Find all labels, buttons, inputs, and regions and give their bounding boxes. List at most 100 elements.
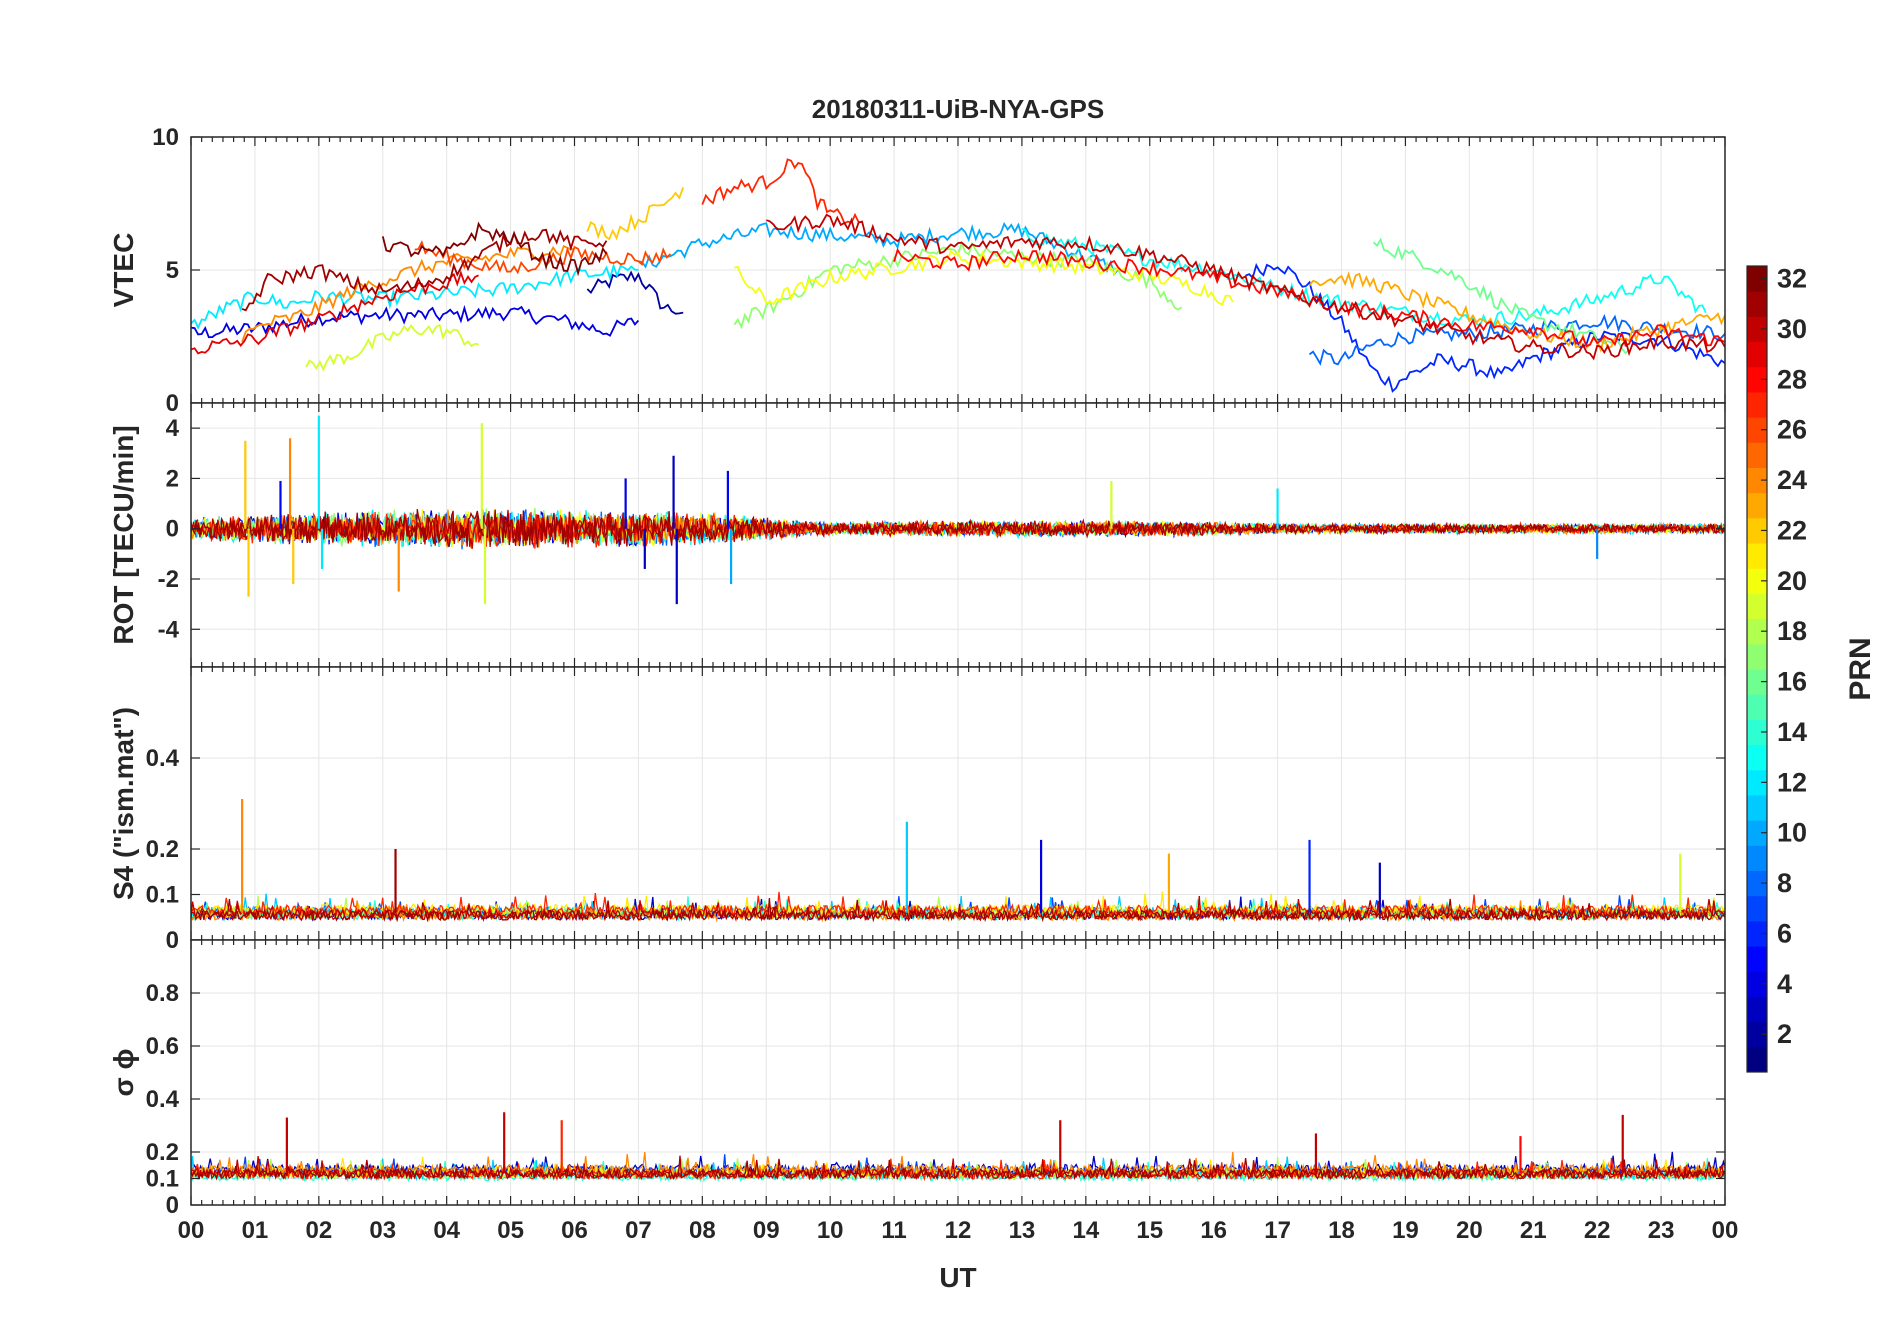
colorbar-band [1747,669,1767,695]
y-tick-label: 0.1 [146,882,179,909]
x-ticks [190,667,1726,940]
y-tick-label: 0.2 [146,836,179,863]
colorbar-band [1747,694,1767,720]
series-line-prn-29 [191,269,479,355]
colorbar-band [1747,719,1767,746]
x-tick-label: 14 [1072,1217,1099,1244]
x-tick-label: 10 [817,1217,844,1244]
x-tick-label: 19 [1392,1217,1419,1244]
colorbar-band [1747,1021,1767,1048]
y-ticks: 0 0.1 0.2 0.4 [146,745,1725,954]
colorbar-tick-label: 6 [1777,918,1792,948]
series-line-prn-27 [701,158,863,225]
colorbar-tick-label: 26 [1777,415,1807,445]
colorbar-tick-label: 16 [1777,667,1807,697]
x-tick-label: 05 [497,1217,524,1244]
x-tick-label: 02 [305,1217,332,1244]
colorbar-band [1747,870,1767,897]
y-tick-label: 0.8 [146,980,179,1007]
colorbar-band [1747,492,1767,519]
y-ticks: 0 5 10 [152,124,1725,417]
series-noise-prn-31 [191,897,1725,923]
x-tick-label: 15 [1136,1217,1163,1244]
series-line-prn-19 [305,323,479,372]
x-tick-label: 13 [1009,1217,1036,1244]
series-noise-prn-30 [191,509,1725,549]
series-line-prn-12 [191,263,639,330]
series-line-prn-6 [1245,262,1725,393]
panel-rot: -4 -2 0 2 4 ROT [TECU/min] [108,402,1726,668]
y-tick-label: 2 [166,465,179,492]
series-group [191,415,1725,605]
x-tick-label: 21 [1520,1217,1547,1244]
x-tick-labels: 00 01 02 03 04 05 06 07 08 09 10 11 12 13 14 15 16 17 18 19… [178,1217,1739,1244]
x-tick-label: 00 [1712,1217,1739,1244]
colorbar-tick-label: 4 [1777,969,1792,999]
series-group [191,1112,1725,1183]
series-line-prn-31 [241,228,608,312]
x-tick-label: 20 [1456,1217,1483,1244]
series-line-prn-32 [381,221,608,277]
x-ticks [190,403,1726,667]
y-axis-label: VTEC [108,233,139,308]
colorbar-band [1747,643,1767,670]
series-line-prn-10 [638,221,1119,277]
x-tick-label: 04 [433,1217,460,1244]
panel-s4: 0 0.1 0.2 0.4 S4 ("ism.mat") [108,666,1726,954]
x-tick-label: 11 [881,1217,906,1244]
x-tick-label: 00 [178,1217,205,1244]
colorbar-band [1747,366,1767,393]
x-ticks [190,940,1726,1205]
colorbar-tick-label: 8 [1777,868,1792,898]
colorbar-band [1747,391,1767,418]
colorbar-band [1747,291,1767,317]
colorbar-tick-label: 20 [1777,566,1807,596]
y-tick-label: 0.4 [146,1086,180,1113]
x-tick-label: 17 [1264,1217,1291,1244]
y-tick-label: 0.4 [146,745,180,772]
x-tick-label: 23 [1648,1217,1675,1244]
colorbar-band [1747,946,1767,972]
y-tick-label: 0 [166,390,179,417]
x-tick-label: 12 [945,1217,972,1244]
panel-sigma-phi: 00.10.2 0.4 0.6 0.8 σ ϕ 00 01 02 03 04 05 06 07 08 09 1… [108,939,1739,1244]
colorbar-band [1747,769,1767,796]
y-ticks: 00.10.2 0.4 0.6 0.8 [146,980,1725,1219]
y-tick-label: -4 [158,616,180,643]
colorbar-band [1747,568,1767,594]
colorbar-tick-label: 10 [1777,818,1807,848]
x-tick-label: 09 [753,1217,780,1244]
x-tick-label: 07 [625,1217,652,1244]
colorbar-tick-label: 32 [1777,264,1807,294]
series-line-prn-4 [191,304,640,339]
colorbar-tick-label: 24 [1777,465,1807,495]
colorbar-tick-label: 22 [1777,515,1807,545]
series-line-prn-28 [893,247,1725,348]
x-tick-label: 16 [1200,1217,1227,1244]
x-ticks [190,137,1726,403]
colorbar-tick-label: 30 [1777,314,1807,344]
y-tick-label: 5 [166,257,179,284]
colorbar-band [1747,895,1767,922]
x-tick-label: 01 [242,1217,269,1244]
colorbar-band [1747,341,1767,368]
colorbar-tick-label: 28 [1777,364,1807,394]
colorbar-band [1747,316,1767,343]
series-line-prn-2 [586,270,684,315]
y-tick-label: -2 [158,566,179,593]
colorbar-tick-label: 12 [1777,767,1807,797]
series-group [191,798,1725,923]
series-noise-prn-31 [191,509,1725,548]
x-tick-label: 03 [369,1217,396,1244]
y-axis-label: σ ϕ [108,1049,139,1097]
colorbar-band [1747,996,1767,1023]
y-tick-label: 4 [166,415,180,442]
colorbar-label: PRN [1844,637,1877,700]
y-tick-label: 0 [166,516,179,543]
colorbar-frame [1746,265,1768,1073]
colorbar-band [1747,266,1767,292]
x-tick-label: 18 [1328,1217,1355,1244]
y-tick-label: 0.6 [146,1033,179,1060]
